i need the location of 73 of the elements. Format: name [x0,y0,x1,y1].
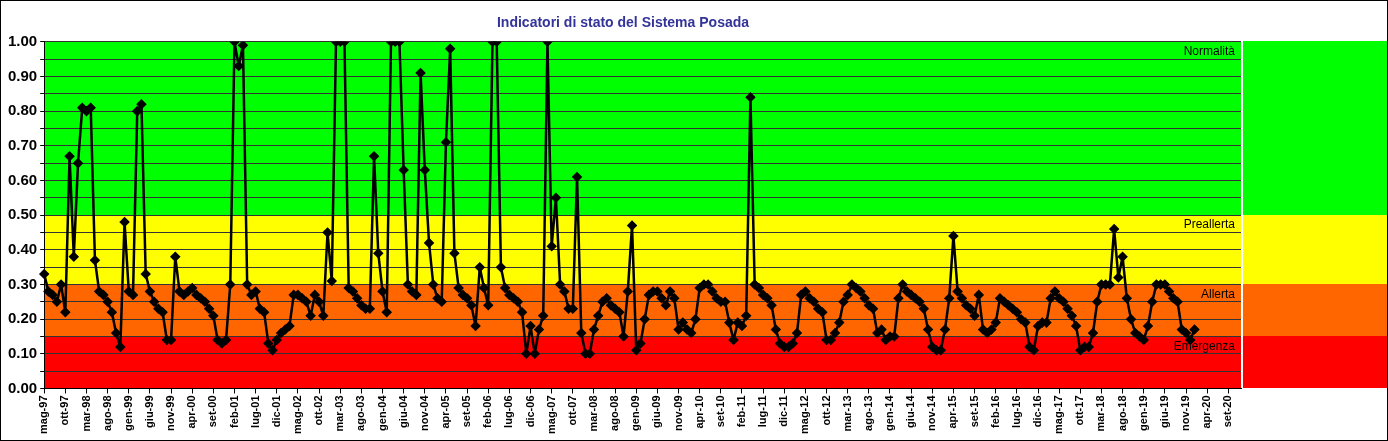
x-tick-label: giu-14 [904,394,917,428]
x-tick-label: lug-16 [1009,395,1022,428]
x-tick-label: apr-15 [946,395,959,429]
x-tick-label: ago-98 [100,395,113,431]
x-tick-label: feb-11 [735,395,748,428]
x-tick-label: mag-97 [37,395,50,435]
x-tick-label: ott-07 [565,395,578,426]
x-tick-label: ott-17 [1073,395,1086,426]
band-label: Preallerta [1183,217,1236,232]
x-tick-label: dic-11 [777,395,790,427]
x-tick-label: mar-98 [79,395,92,432]
x-tick-label: ott-02 [312,395,325,426]
x-tick-label: giu-19 [1157,395,1170,428]
y-tick-label: 0.90 [7,66,38,84]
x-tick-label: gen-04 [375,394,388,431]
x-tick-label: apr-10 [692,395,705,429]
band-label: Normalità [1183,44,1236,59]
chart-title: Indicatori di stato del Sistema Posada [496,14,750,31]
x-tick-label: ago-08 [608,395,621,431]
x-tick-label: set-05 [460,395,473,428]
y-tick-label: 1.00 [7,31,38,49]
x-tick-label: gen-19 [1136,395,1149,431]
x-tick-label: mar-08 [586,395,599,432]
x-tick-label: mar-03 [333,395,346,432]
x-tick-label: feb-01 [227,395,240,428]
x-tick-label: gen-09 [629,395,642,431]
x-tick-label: ago-18 [1115,395,1128,431]
y-tick-label: 0.30 [7,274,38,292]
x-tick-label: giu-99 [142,395,155,428]
y-tick-label: 0.10 [7,343,38,361]
x-tick-label: feb-16 [988,395,1001,428]
x-tick-label: mar-18 [1094,395,1107,432]
x-tick-label: apr-20 [1200,395,1213,429]
x-tick-label: lug-11 [756,395,769,428]
x-tick-label: giu-09 [650,395,663,428]
y-tick-label: 0.70 [7,135,38,153]
x-tick-label: mag-02 [290,395,303,435]
y-tick-label: 0.50 [7,205,38,223]
band-label: Allerta [1200,286,1236,301]
x-tick-label: nov-99 [164,395,177,431]
x-tick-label: giu-04 [396,394,409,428]
x-tick-label: ago-03 [354,395,367,431]
x-tick-label: feb-06 [481,395,494,428]
x-tick-label: dic-01 [269,395,282,428]
x-tick-label: apr-00 [185,395,198,429]
x-tick-label: lug-06 [502,395,515,428]
x-tick-label: dic-06 [523,395,536,428]
x-tick-label: ago-13 [861,395,874,431]
x-tick-label: set-10 [713,395,726,428]
x-tick-label: mar-13 [840,395,853,432]
x-tick-label: nov-19 [1179,395,1192,431]
x-tick-label: gen-99 [121,395,134,431]
x-tick-label: ott-12 [819,395,832,426]
x-tick-label: mag-17 [1052,395,1065,435]
x-tick-label: mag-07 [544,395,557,435]
y-tick-label: 0.60 [7,170,38,188]
y-tick-label: 0.00 [7,378,38,396]
x-tick-label: apr-05 [438,395,451,429]
x-tick-label: set-20 [1221,395,1234,428]
y-tick-label: 0.20 [7,309,38,327]
y-tick-label: 0.80 [7,101,38,119]
x-tick-label: set-00 [206,395,219,428]
x-tick-label: gen-14 [883,394,896,431]
x-tick-label: ott-97 [58,395,71,426]
band-label: Emergenza [1173,338,1236,353]
x-tick-label: dic-16 [1031,395,1044,428]
x-tick-label: nov-14 [925,394,938,431]
x-tick-label: lug-01 [248,395,261,428]
x-tick-label: set-15 [967,395,980,428]
y-tick-label: 0.40 [7,239,38,257]
x-tick-label: mag-12 [798,395,811,435]
x-tick-label: nov-04 [417,394,430,431]
x-tick-label: nov-09 [671,395,684,431]
